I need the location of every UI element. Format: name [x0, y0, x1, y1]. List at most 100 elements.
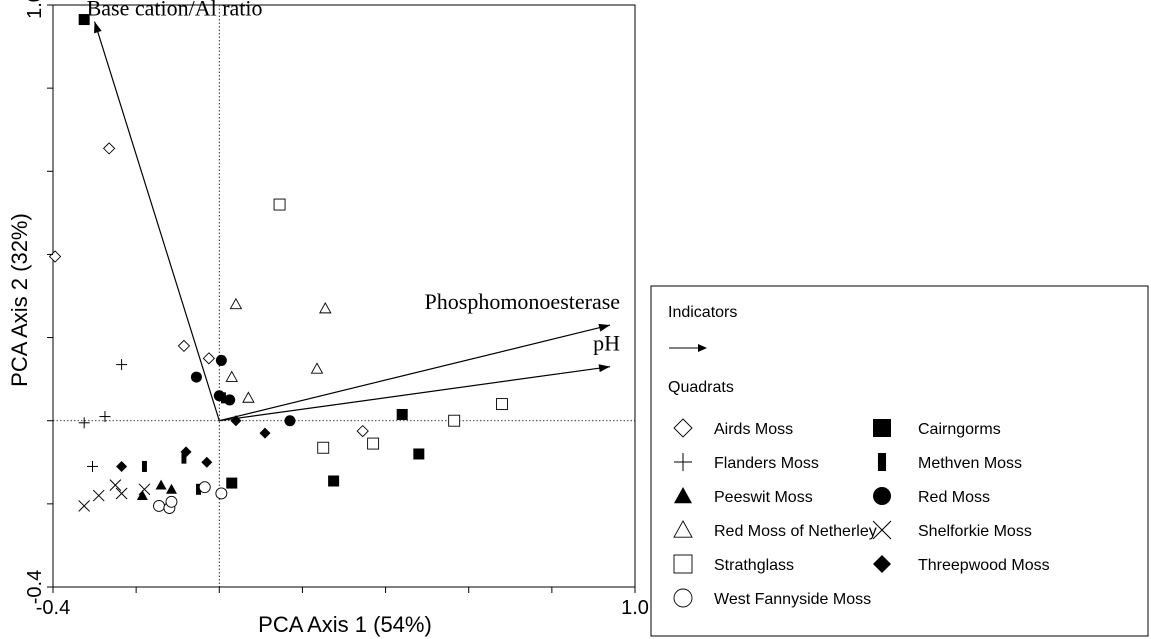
legend-label: Threepwood Moss — [918, 557, 1050, 574]
legend-arrow-icon — [669, 344, 707, 352]
y-tick-label: -0.4 — [24, 570, 46, 604]
point-airds-moss — [202, 352, 216, 365]
legend-box — [650, 285, 1149, 637]
legend-item-flanders-moss: Flanders Moss — [674, 453, 819, 472]
point-strathglass — [496, 398, 508, 411]
vector-label: Base cation/Al ratio — [87, 0, 263, 21]
point-shelforkie-moss — [109, 479, 122, 492]
legend-label: Red Moss — [918, 489, 990, 506]
point-red-moss-of-netherley — [225, 370, 239, 382]
point-strathglass — [273, 198, 286, 211]
point-methven-moss — [141, 460, 147, 472]
legend-quadrats-title: Quadrats — [668, 379, 734, 396]
point-airds-moss — [48, 250, 62, 263]
legend-label: Flanders Moss — [714, 455, 819, 472]
plot-frame — [52, 4, 636, 588]
peeswit-moss-legend-icon — [674, 487, 692, 504]
legend-item-west-fannyside-moss: West Fannyside Moss — [673, 588, 871, 608]
point-red-moss — [224, 394, 236, 406]
red-moss-legend-icon — [873, 487, 891, 505]
x-tick-label: 1.0 — [621, 597, 649, 619]
legend-label: West Fannyside Moss — [714, 591, 871, 608]
vector-arrowhead — [598, 364, 611, 373]
series-cairngorms — [78, 14, 425, 489]
vector-base-cation-al-ratio: Base cation/Al ratio — [87, 0, 263, 421]
point-flanders-moss — [99, 411, 111, 423]
point-flanders-moss — [116, 359, 128, 371]
axis-ticks: -0.4 1.0 -0.4 1.0 — [24, 0, 649, 619]
legend-label: Methven Moss — [918, 455, 1022, 472]
point-strathglass — [448, 414, 461, 427]
vector-line — [219, 366, 611, 422]
point-threepwood-moss — [259, 427, 271, 439]
cairngorms-legend-icon — [873, 419, 891, 437]
point-cairngorms — [78, 14, 90, 26]
legend-item-airds-moss: Airds Moss — [673, 418, 793, 438]
point-strathglass — [367, 437, 380, 450]
point-airds-moss — [356, 424, 369, 438]
series-red-moss-of-netherley — [225, 297, 332, 403]
legend-item-red-moss-of-netherley: Red Moss of Netherley — [673, 520, 877, 540]
series-threepwood-moss — [116, 415, 271, 472]
series-shelforkie-moss — [78, 479, 151, 512]
legend-entries: Airds Moss Cairngorms Flanders Moss Methven… — [673, 418, 1050, 608]
point-red-moss — [190, 371, 202, 383]
point-west-fannyside-moss — [198, 481, 211, 494]
series-strathglass — [273, 198, 508, 454]
point-airds-moss — [102, 142, 116, 155]
point-methven-moss — [181, 452, 187, 464]
y-axis-label: PCA Axis 2 (32%) — [7, 213, 32, 387]
point-red-moss-of-netherley — [310, 362, 324, 374]
west-fannyside-moss-legend-icon — [673, 588, 693, 608]
vector-line — [219, 324, 611, 422]
flanders-moss-legend-icon — [674, 453, 692, 471]
y-tick-label: 1.0 — [24, 0, 46, 19]
point-red-moss-of-netherley — [229, 297, 243, 310]
x-tick-label: -0.4 — [36, 597, 70, 619]
vector-label: pH — [593, 331, 620, 356]
point-threepwood-moss — [116, 460, 128, 472]
vector-label: Phosphomonoesterase — [425, 289, 621, 314]
series-red-moss — [190, 354, 296, 427]
vector-line — [93, 21, 220, 421]
series-methven-moss — [141, 392, 226, 495]
methven-moss-legend-icon — [877, 453, 887, 471]
point-red-moss-of-netherley — [242, 391, 255, 403]
legend-label: Airds Moss — [714, 421, 793, 438]
legend-item-shelforkie-moss: Shelforkie Moss — [872, 520, 1032, 540]
series-west-fannyside-moss — [153, 481, 228, 514]
point-red-moss — [213, 390, 225, 402]
legend-label: Red Moss of Netherley — [714, 523, 877, 540]
point-shelforkie-moss — [92, 489, 105, 502]
legend-item-threepwood-moss: Threepwood Moss — [873, 555, 1050, 574]
point-airds-moss — [177, 339, 191, 353]
point-west-fannyside-moss — [165, 495, 178, 508]
series-peeswit-moss — [136, 479, 177, 500]
legend-label: Shelforkie Moss — [918, 523, 1032, 540]
point-cairngorms — [413, 448, 425, 460]
vector-phosphomonoesterase: Phosphomonoesterase — [219, 289, 621, 422]
point-shelforkie-moss — [138, 483, 151, 496]
point-flanders-moss — [86, 460, 98, 472]
point-methven-moss — [196, 483, 201, 495]
series-airds-moss — [48, 142, 369, 438]
legend-label: Cairngorms — [918, 421, 1001, 438]
point-cairngorms — [396, 408, 408, 420]
point-red-moss — [215, 354, 227, 366]
shelforkie-moss-legend-icon — [872, 520, 892, 540]
x-axis-label: PCA Axis 1 (54%) — [258, 612, 432, 637]
point-threepwood-moss — [180, 446, 192, 458]
point-west-fannyside-moss — [153, 499, 165, 512]
legend-label: Strathglass — [714, 557, 794, 574]
point-shelforkie-moss — [115, 487, 128, 500]
red-moss-of-netherley-legend-icon — [673, 520, 693, 538]
origin-reference-lines — [53, 5, 635, 587]
legend: Indicators Quadrats Airds Moss Cairngorms… — [650, 285, 1149, 637]
series-flanders-moss — [78, 359, 128, 472]
threepwood-moss-legend-icon — [873, 555, 891, 573]
point-peeswit-moss — [165, 483, 177, 494]
vector-arrowhead — [598, 323, 611, 332]
point-threepwood-moss — [230, 415, 242, 427]
vector-arrowhead — [94, 21, 102, 34]
